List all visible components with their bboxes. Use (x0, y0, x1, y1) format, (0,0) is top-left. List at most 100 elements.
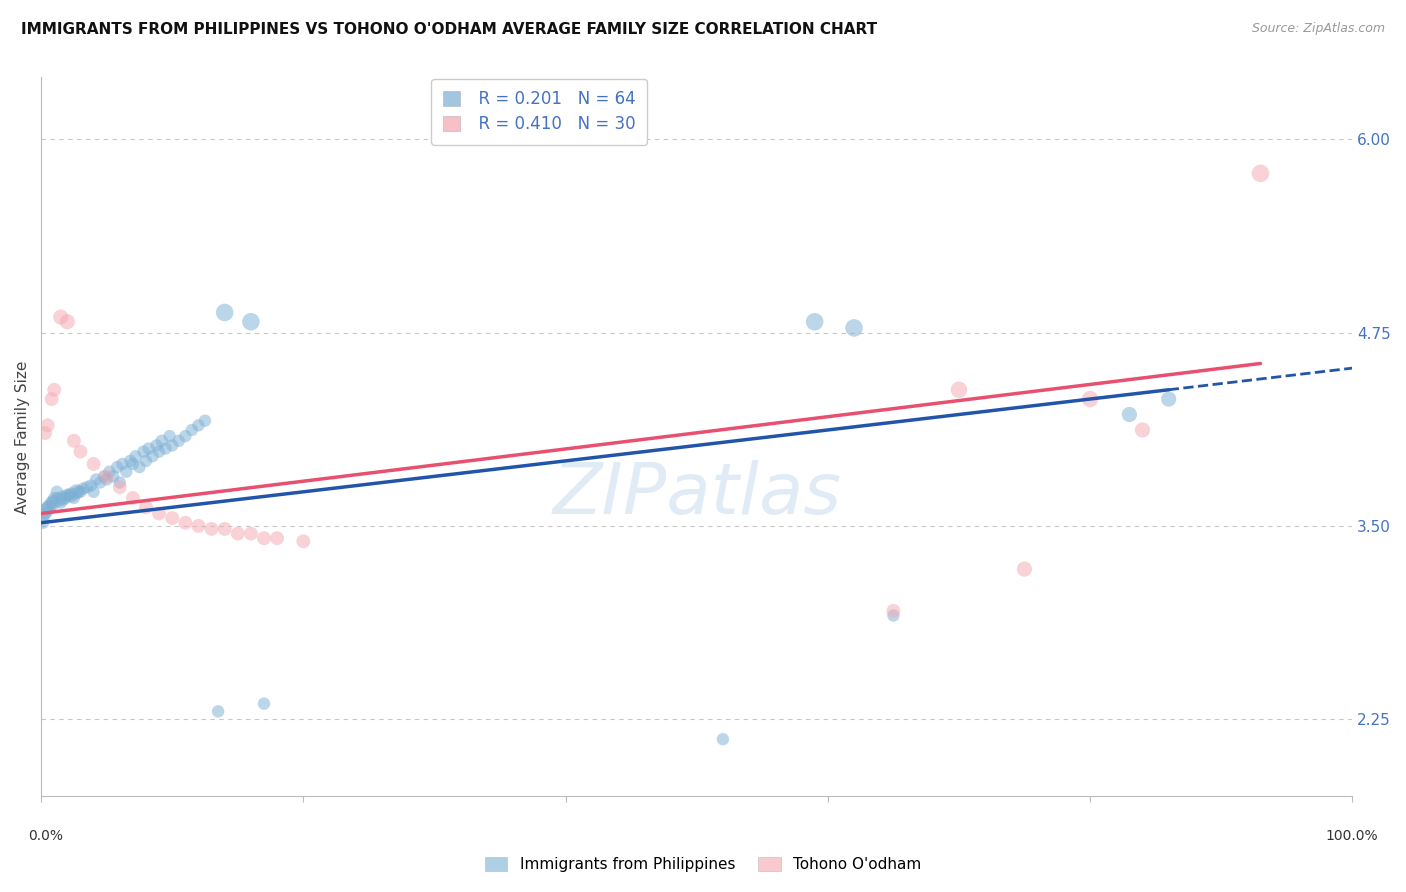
Point (59, 488, 82, 502)
Point (76, 480, 98, 494)
Point (45, 484, 67, 499)
Point (1250, 166, 1272, 180)
Point (41, 392, 63, 406)
Point (84, 472, 107, 486)
Point (142, 449, 165, 463)
Point (145, 438, 167, 452)
Point (1157, 392, 1180, 406)
Point (122, 457, 145, 471)
Point (120, 454, 142, 468)
Point (65, 484, 87, 499)
Point (105, 460, 128, 475)
Point (167, 434, 190, 448)
Point (187, 418, 209, 433)
Text: IMMIGRANTS FROM PHILIPPINES VS TOHONO O'ODHAM AVERAGE FAMILY SIZE CORRELATION CH: IMMIGRANTS FROM PHILIPPINES VS TOHONO O'… (21, 22, 877, 37)
Point (49, 495, 72, 509)
Point (148, 444, 170, 458)
Point (1014, 562, 1036, 576)
Point (138, 442, 160, 456)
Point (108, 475, 131, 490)
Point (35, 503, 58, 517)
Point (150, 434, 173, 448)
Point (44, 383, 66, 397)
Point (37, 500, 59, 515)
Point (266, 531, 288, 545)
Point (124, 449, 146, 463)
Point (155, 442, 177, 456)
Point (292, 534, 315, 549)
Point (80, 478, 103, 492)
Point (37, 418, 59, 433)
Point (83, 457, 105, 471)
Point (49, 310, 72, 324)
Point (69, 444, 91, 458)
Point (34, 425, 56, 440)
Point (96, 472, 118, 486)
Point (63, 434, 86, 448)
Point (63, 491, 86, 505)
Point (135, 500, 157, 515)
Point (38, 500, 60, 515)
Point (226, 526, 249, 541)
Point (207, 705, 229, 719)
Point (882, 604, 904, 618)
Point (128, 460, 150, 475)
Point (214, 305, 236, 319)
Point (803, 315, 825, 329)
Point (103, 469, 125, 483)
Point (711, 732, 734, 747)
Point (42, 495, 65, 509)
Point (132, 444, 155, 458)
Point (174, 516, 197, 530)
Point (180, 423, 202, 437)
Point (56, 315, 79, 329)
Point (882, 608, 904, 623)
Legend:   R = 0.201   N = 64,   R = 0.410   N = 30: R = 0.201 N = 64, R = 0.410 N = 30 (432, 78, 647, 145)
Point (200, 522, 222, 536)
Y-axis label: Average Family Size: Average Family Size (15, 360, 30, 514)
Point (34, 507, 56, 521)
Point (159, 429, 181, 443)
Point (135, 454, 157, 468)
Point (60, 488, 83, 502)
Point (52, 491, 75, 505)
Point (93, 469, 115, 483)
Point (83, 484, 105, 499)
Point (948, 383, 970, 397)
Point (122, 491, 145, 505)
Point (187, 518, 209, 533)
Text: Source: ZipAtlas.com: Source: ZipAtlas.com (1251, 22, 1385, 36)
Legend: Immigrants from Philippines, Tohono O'odham: Immigrants from Philippines, Tohono O'od… (477, 849, 929, 880)
Point (842, 321, 865, 335)
Point (1078, 392, 1101, 406)
Point (253, 697, 276, 711)
Point (108, 480, 131, 494)
Point (1118, 408, 1140, 422)
Point (1132, 423, 1154, 437)
Point (98, 465, 121, 479)
Point (32, 516, 55, 530)
Point (214, 522, 236, 536)
Point (160, 438, 183, 452)
Point (53, 491, 76, 505)
Point (66, 484, 89, 499)
Point (72, 482, 94, 496)
Point (32, 511, 55, 525)
Point (194, 414, 217, 428)
Text: 0.0%: 0.0% (28, 829, 63, 843)
Point (69, 484, 91, 499)
Point (111, 457, 134, 471)
Point (239, 315, 262, 329)
Text: 100.0%: 100.0% (1326, 829, 1378, 843)
Point (96, 469, 118, 483)
Point (89, 475, 111, 490)
Point (253, 531, 276, 545)
Point (174, 429, 197, 443)
Point (46, 492, 69, 507)
Point (160, 511, 183, 525)
Point (56, 488, 79, 502)
Text: ZIPatlas: ZIPatlas (553, 460, 841, 529)
Point (41, 495, 63, 509)
Point (239, 526, 262, 541)
Point (44, 491, 66, 505)
